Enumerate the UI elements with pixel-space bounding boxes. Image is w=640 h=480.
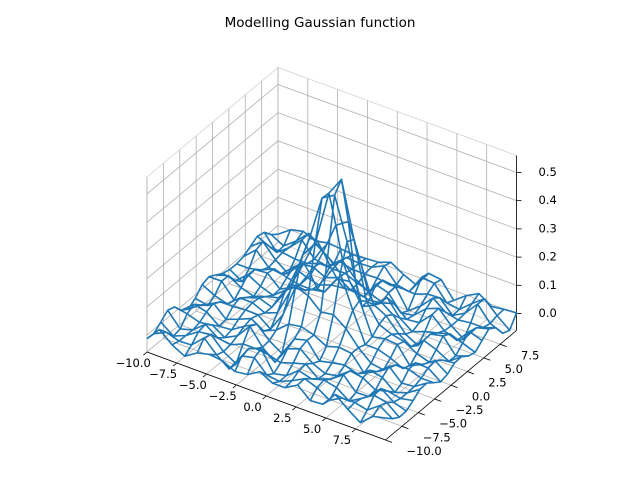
z-tick-label: 0.3 — [539, 221, 557, 235]
y-tick-label: 2.5 — [488, 376, 506, 390]
wire-row — [174, 306, 414, 402]
z-tick-label: 0.1 — [539, 278, 557, 292]
x-tick-label: −2.5 — [209, 389, 237, 403]
y-tick-mark — [483, 357, 491, 361]
wire-row — [215, 178, 455, 364]
tick-labels: −10.0−7.5−5.0−2.50.02.55.07.5−10.0−7.5−5… — [116, 165, 557, 458]
x-tick-label: −10.0 — [116, 356, 151, 370]
y-tick-label: −10.0 — [406, 444, 441, 458]
wire-col — [196, 242, 329, 354]
wire-col — [209, 248, 342, 356]
wire-col — [234, 257, 367, 372]
wire-row — [188, 302, 428, 388]
y-grid-line — [228, 108, 468, 372]
z-grid-line — [146, 140, 517, 251]
wire-col — [272, 178, 405, 384]
y-grid-line — [195, 135, 435, 400]
y-tick-label: 5.0 — [505, 362, 523, 376]
wire-col — [334, 295, 468, 402]
z-grid-line — [146, 196, 517, 308]
z-grid-line — [146, 83, 517, 195]
wireframe-surface — [146, 178, 518, 424]
x-tick-label: 7.5 — [333, 433, 351, 447]
z-tick-label: 0.4 — [539, 193, 557, 207]
y-tick-mark — [418, 412, 425, 416]
x-tick-label: −5.0 — [179, 378, 207, 392]
y-grid-line — [162, 163, 403, 427]
y-tick-mark — [450, 384, 458, 389]
x-tick-mark — [351, 428, 356, 433]
wire-row — [167, 309, 407, 412]
y-tick-mark — [499, 343, 507, 347]
wire-row — [256, 235, 496, 329]
wire-col — [171, 230, 304, 346]
wire-col — [183, 232, 317, 357]
x-tick-label: 5.0 — [303, 422, 321, 436]
wire-col — [372, 308, 505, 417]
z-grid-line — [146, 168, 517, 279]
wire-col — [322, 297, 455, 405]
y-tick-label: 0.0 — [472, 389, 490, 403]
z-tick-label: 0.5 — [539, 165, 557, 179]
x-grid-line — [295, 122, 428, 408]
wire-col — [359, 298, 492, 424]
x-tick-mark — [172, 362, 178, 367]
y-tick-label: −5.0 — [439, 417, 467, 431]
y-tick-label: −2.5 — [456, 403, 484, 417]
x-tick-label: 0.0 — [243, 400, 261, 414]
z-tick-label: 0.0 — [539, 306, 557, 320]
x-tick-mark — [143, 351, 148, 356]
wire-row — [181, 303, 421, 394]
y-grid-line — [261, 81, 501, 345]
y-grid-line — [244, 94, 484, 359]
axes-lines — [143, 155, 522, 443]
y-tick-mark — [467, 371, 475, 375]
x-tick-mark — [202, 373, 207, 378]
wire-row — [153, 331, 393, 420]
x-tick-mark — [262, 395, 267, 400]
wire-col — [159, 229, 292, 337]
y-tick-label: 7.5 — [521, 348, 539, 362]
x-tick-label: 2.5 — [273, 411, 291, 425]
wire-col — [284, 238, 417, 389]
x-tick-mark — [292, 406, 297, 411]
y-grid-line — [212, 122, 452, 386]
wire-row — [146, 328, 386, 424]
wire-col — [297, 272, 430, 386]
wire-col — [221, 254, 354, 370]
x-tick-mark — [232, 384, 237, 389]
y-tick-mark — [401, 425, 409, 430]
y-tick-mark — [385, 439, 393, 443]
wire-col — [146, 231, 279, 340]
wire-col — [309, 278, 442, 401]
z-grid-line — [146, 112, 517, 223]
x-tick-label: −7.5 — [149, 367, 177, 381]
z-grid-line — [146, 225, 517, 336]
y-tick-mark — [434, 398, 442, 402]
z-tick-label: 0.2 — [539, 250, 557, 264]
wire-col — [347, 293, 480, 410]
wire-col — [385, 312, 518, 420]
x-tick-mark — [322, 417, 327, 422]
y-tick-label: −7.5 — [423, 430, 451, 444]
chart-title: Modelling Gaussian function — [225, 15, 416, 31]
